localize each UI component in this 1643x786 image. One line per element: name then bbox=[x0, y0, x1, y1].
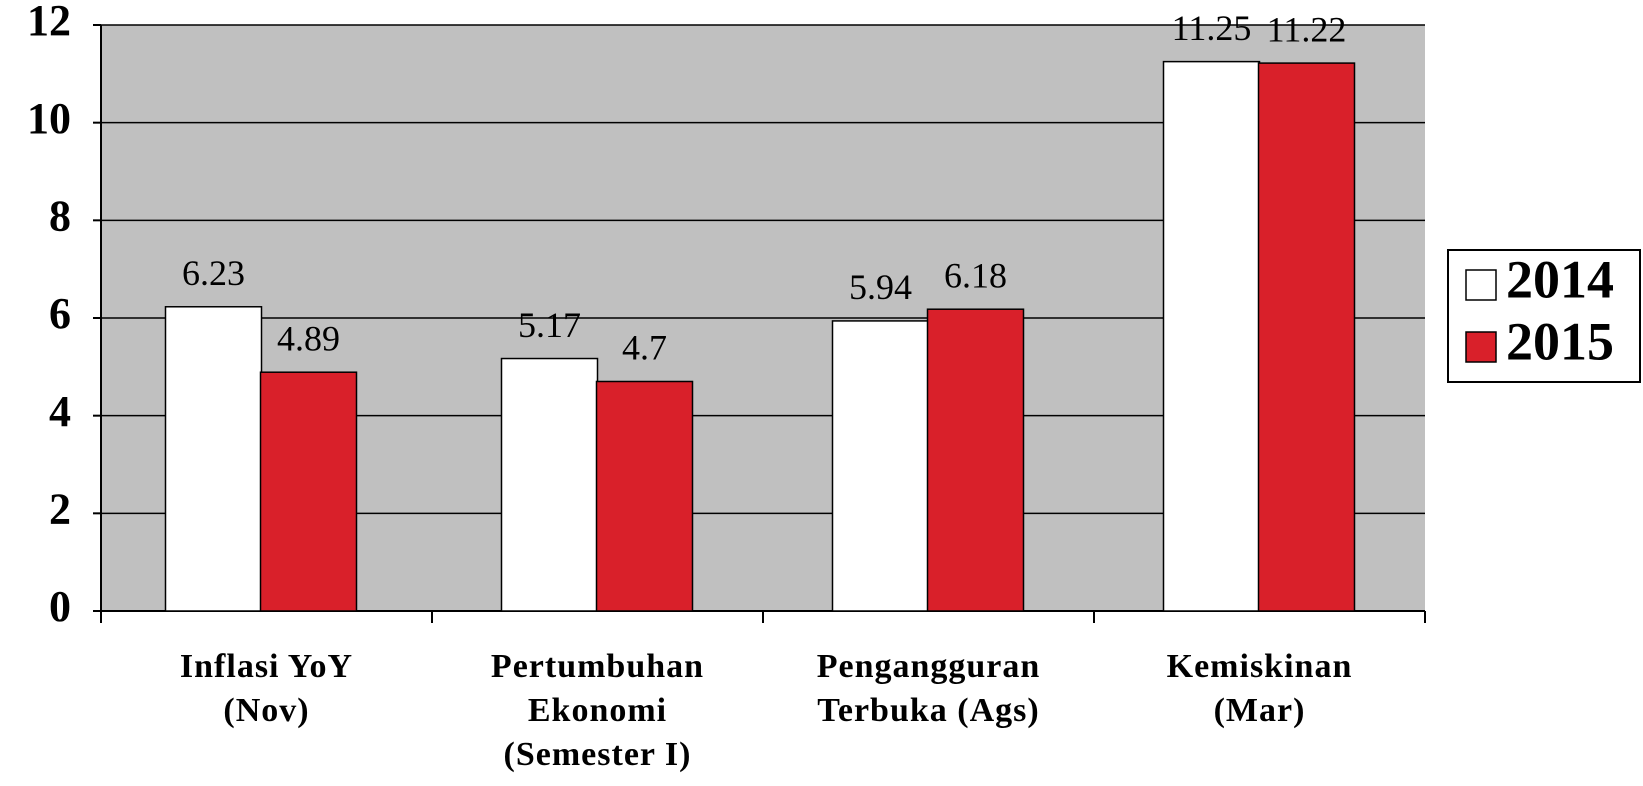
bar bbox=[831, 320, 930, 612]
data-label: 4.89 bbox=[277, 318, 340, 358]
y-tick-label: 10 bbox=[27, 94, 71, 143]
bar bbox=[1162, 60, 1261, 612]
data-label: 6.23 bbox=[182, 253, 245, 293]
x-tick-label: Kemiskinan (Mar) bbox=[1166, 648, 1353, 729]
bar bbox=[926, 308, 1025, 612]
bar bbox=[164, 306, 263, 612]
data-label: 4.7 bbox=[622, 328, 667, 368]
y-tick-label: 4 bbox=[49, 387, 71, 436]
y-tick-label: 0 bbox=[49, 582, 71, 631]
data-label: 6.18 bbox=[944, 255, 1007, 295]
bar bbox=[1257, 62, 1356, 612]
y-tick-label: 6 bbox=[49, 289, 71, 338]
x-tick-label: Inflasi YoY (Nov) bbox=[179, 648, 354, 729]
x-tick-label: Pengangguran Terbuka (Ags) bbox=[816, 648, 1041, 729]
data-label: 11.22 bbox=[1267, 9, 1347, 49]
data-label: 5.17 bbox=[518, 305, 581, 345]
bar bbox=[500, 357, 599, 612]
y-tick-label: 12 bbox=[27, 0, 71, 45]
legend-swatch bbox=[1465, 331, 1497, 363]
legend-label: 2014 bbox=[1506, 249, 1614, 309]
bar bbox=[595, 380, 694, 612]
y-tick-label: 8 bbox=[49, 191, 71, 240]
data-label: 11.25 bbox=[1172, 8, 1252, 48]
x-tick-label: Pertumbuhan Ekonomi (Semester I) bbox=[490, 648, 705, 773]
legend-label: 2015 bbox=[1506, 311, 1614, 371]
y-tick-label: 2 bbox=[49, 484, 71, 533]
data-label: 5.94 bbox=[849, 267, 912, 307]
legend-swatch bbox=[1465, 269, 1497, 301]
bar bbox=[259, 371, 358, 612]
